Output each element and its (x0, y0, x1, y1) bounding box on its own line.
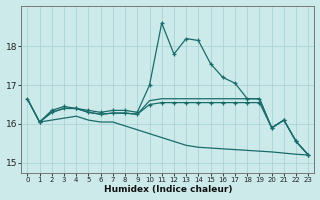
X-axis label: Humidex (Indice chaleur): Humidex (Indice chaleur) (104, 185, 232, 194)
